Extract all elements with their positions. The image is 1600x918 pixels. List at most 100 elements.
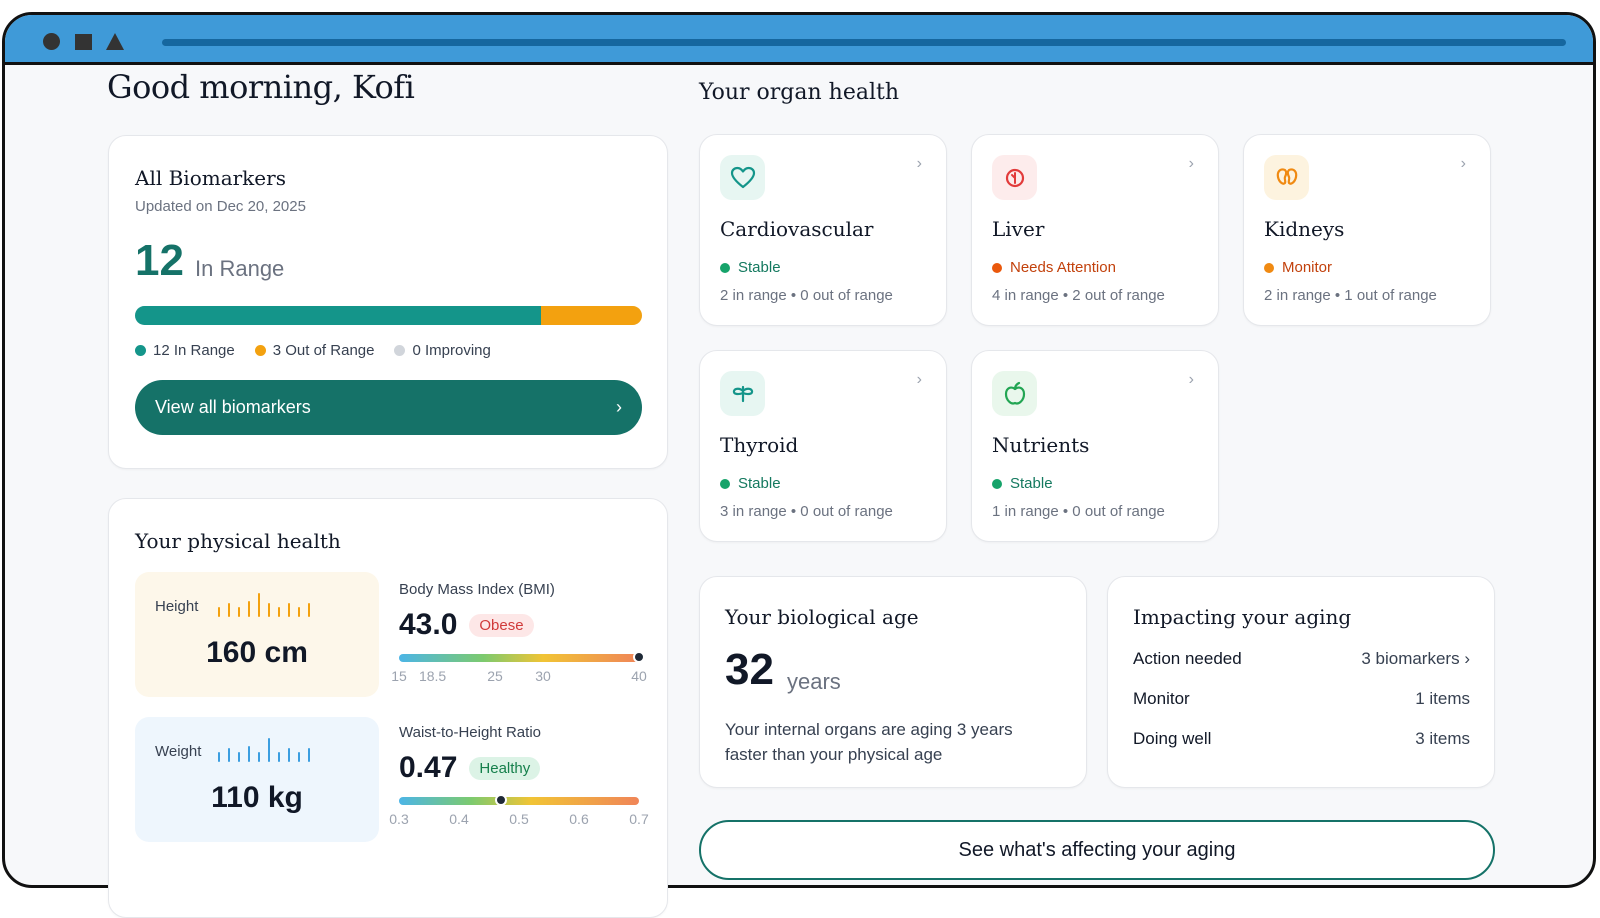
impact-row-label: Doing well: [1133, 729, 1212, 748]
biological-age-title: Your biological age: [725, 605, 919, 629]
window-minimize-icon[interactable]: [106, 33, 124, 50]
whr-value: 0.47: [399, 751, 458, 784]
biological-age-card: Your biological age 32 years Your intern…: [699, 576, 1087, 788]
organ-name: Liver: [992, 217, 1045, 241]
biomarkers-card: All Biomarkers Updated on Dec 20, 2025 1…: [108, 135, 668, 469]
bmi-gauge: [399, 651, 645, 663]
legend-label: 3 Out of Range: [272, 342, 375, 359]
organ-card-thyroid[interactable]: › Thyroid Stable 3 in range • 0 out of r…: [699, 350, 947, 542]
biomarkers-legend: 12 In Range 3 Out of Range 0 Improving: [135, 342, 491, 359]
window-close-icon[interactable]: [43, 33, 60, 50]
physical-health-title: Your physical health: [135, 529, 341, 553]
organ-status: Monitor: [1264, 259, 1332, 276]
impact-row-value: 3 items: [1415, 729, 1470, 748]
bmi-metric[interactable]: Body Mass Index (BMI) 43.0 Obese 15 18.5 2…: [391, 581, 647, 688]
organ-summary: 1 in range • 0 out of range: [992, 503, 1165, 520]
impact-row-action-needed[interactable]: Action needed 3 biomarkers ›: [1133, 649, 1470, 669]
gauge-tick-label: 0.5: [509, 811, 529, 827]
impact-row-label: Monitor: [1133, 689, 1190, 708]
impact-row-value: 1 items: [1415, 689, 1470, 708]
window-titlebar: [5, 15, 1593, 65]
see-aging-factors-button[interactable]: See what's affecting your aging: [699, 820, 1495, 880]
gauge-tick-label: 0.6: [569, 811, 589, 827]
status-dot-icon: [720, 478, 730, 489]
organ-card-kidneys[interactable]: › Kidneys Monitor 2 in range • 1 out of …: [1243, 134, 1491, 326]
biological-age-value: 32: [725, 645, 774, 694]
whr-ticks: 0.3 0.4 0.5 0.6 0.7: [389, 811, 648, 831]
organ-card-cardiovascular[interactable]: › Cardiovascular Stable 2 in range • 0 o…: [699, 134, 947, 326]
height-tile[interactable]: Height 160 cm: [135, 572, 379, 697]
organ-name: Kidneys: [1264, 217, 1345, 241]
in-range-label: In Range: [195, 256, 285, 281]
biomarkers-updated: Updated on Dec 20, 2025: [135, 198, 306, 215]
organ-status: Stable: [992, 475, 1053, 492]
chevron-right-icon: ›: [1460, 155, 1466, 172]
out-of-range-segment: [540, 306, 642, 325]
improving-dot-icon: [394, 345, 406, 356]
apple-icon: [992, 371, 1037, 416]
page-greeting: Good morning, Kofi: [107, 68, 415, 106]
height-value: 160 cm: [206, 636, 308, 669]
gauge-tick-label: 25: [487, 668, 503, 684]
legend-in-range: 12 In Range: [135, 342, 235, 359]
organ-health-title: Your organ health: [699, 80, 900, 105]
gauge-tick-label: 0.4: [449, 811, 469, 827]
scale-bars-icon: [218, 738, 310, 762]
window-maximize-icon[interactable]: [75, 34, 92, 50]
impact-row-monitor: Monitor 1 items: [1133, 689, 1470, 709]
organ-card-nutrients[interactable]: › Nutrients Stable 1 in range • 0 out of…: [971, 350, 1219, 542]
out-of-range-dot-icon: [254, 345, 266, 356]
legend-label: 0 Improving: [412, 342, 491, 359]
status-dot-icon: [992, 478, 1002, 489]
weight-tile[interactable]: Weight 110 kg: [135, 717, 379, 842]
impacting-aging-card: Impacting your aging Action needed 3 bio…: [1107, 576, 1495, 788]
chevron-right-icon: ›: [616, 397, 622, 417]
status-label: Stable: [738, 259, 781, 276]
whr-label: Waist-to-Height Ratio: [399, 724, 541, 741]
organ-name: Thyroid: [720, 433, 799, 457]
address-bar[interactable]: [162, 39, 1566, 46]
gauge-tick-label: 0.7: [629, 811, 649, 827]
gauge-tick-label: 40: [631, 668, 647, 684]
in-range-segment: [135, 306, 541, 325]
chevron-right-icon: ›: [1464, 649, 1470, 668]
impact-row-value: 3 biomarkers ›: [1361, 649, 1470, 668]
organ-summary: 2 in range • 0 out of range: [720, 287, 893, 304]
organ-status: Stable: [720, 475, 781, 492]
legend-out-of-range: 3 Out of Range: [254, 342, 375, 359]
organ-status: Needs Attention: [992, 259, 1116, 276]
chevron-right-icon: ›: [916, 155, 922, 172]
legend-improving: 0 Improving: [394, 342, 491, 359]
bmi-marker: [633, 651, 645, 663]
gauge-tick-label: 0.3: [389, 811, 409, 827]
status-label: Needs Attention: [1010, 259, 1116, 276]
biomarkers-title: All Biomarkers: [135, 166, 286, 190]
cta-label: View all biomarkers: [155, 397, 311, 417]
organ-summary: 4 in range • 2 out of range: [992, 287, 1165, 304]
impacting-aging-title: Impacting your aging: [1133, 605, 1352, 629]
heart-icon: [720, 155, 765, 200]
biological-age-description: Your internal organs are aging 3 years f…: [725, 720, 1013, 764]
bmi-badge: Obese: [469, 613, 534, 637]
status-dot-icon: [992, 262, 1002, 273]
organ-card-liver[interactable]: › Liver Needs Attention 4 in range • 2 o…: [971, 134, 1219, 326]
weight-value: 110 kg: [211, 781, 303, 814]
waist-height-metric[interactable]: Waist-to-Height Ratio 0.47 Healthy 0.3 0.…: [389, 724, 648, 831]
organ-name: Nutrients: [992, 433, 1090, 457]
view-all-biomarkers-button[interactable]: View all biomarkers ›: [135, 380, 642, 435]
whr-marker: [495, 794, 507, 806]
bmi-value: 43.0: [399, 608, 458, 641]
impact-row-label: Action needed: [1133, 649, 1242, 668]
organ-name: Cardiovascular: [720, 217, 874, 241]
status-label: Stable: [738, 475, 781, 492]
in-range-count: 12: [135, 236, 184, 285]
organ-status: Stable: [720, 259, 781, 276]
gauge-tick-label: 30: [535, 668, 551, 684]
in-range-dot-icon: [135, 345, 146, 356]
chevron-right-icon: ›: [1188, 371, 1194, 388]
impact-row-doing-well: Doing well 3 items: [1133, 729, 1470, 749]
status-dot-icon: [1264, 262, 1274, 273]
biomarkers-progress-bar: [135, 306, 642, 325]
whr-badge: Healthy: [469, 756, 541, 780]
legend-label: 12 In Range: [153, 342, 235, 359]
